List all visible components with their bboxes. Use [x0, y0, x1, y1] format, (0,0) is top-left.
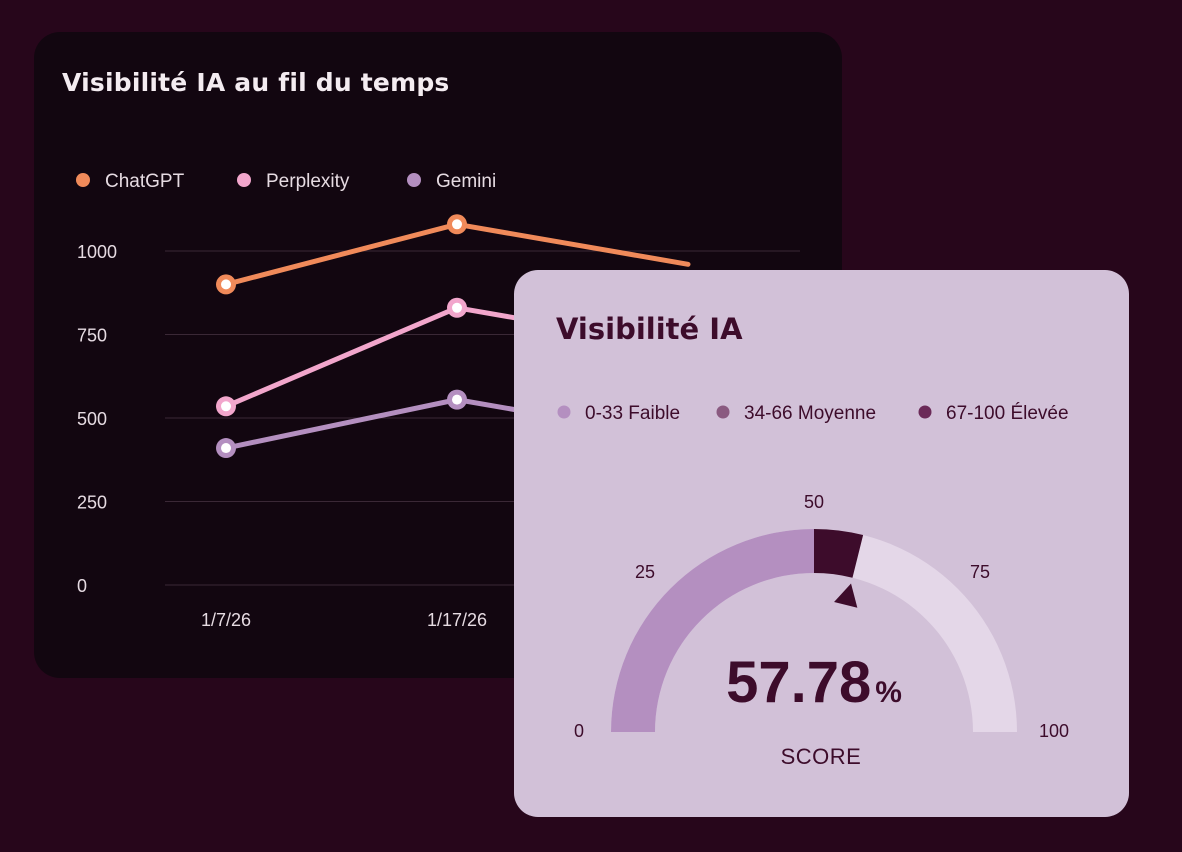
data-point-center [221, 401, 231, 412]
line-chart-title: Visibilité IA au fil du temps [62, 68, 450, 97]
data-point-center [452, 394, 462, 405]
gauge-tick-100: 100 [1039, 721, 1069, 741]
gauge-legend-label: 34-66 Moyenne [744, 403, 876, 424]
gauge-tick-50: 50 [804, 492, 824, 512]
gauge-tick-0: 0 [574, 721, 584, 741]
legend-marker-chatgpt [76, 173, 90, 187]
gauge-legend-marker [918, 405, 932, 419]
gauge-score-segment [814, 529, 864, 578]
y-tick-750: 750 [77, 326, 107, 346]
gauge-fill [611, 529, 814, 732]
score-number: 57.78 [726, 650, 871, 715]
y-tick-500: 500 [77, 409, 107, 429]
data-point-center [221, 443, 231, 454]
gauge-needle [834, 583, 858, 608]
y-tick-1000: 1000 [77, 242, 117, 262]
legend-label-gemini: Gemini [436, 171, 496, 192]
gauge-title: Visibilité IA [556, 312, 743, 346]
gauge-legend-marker [716, 405, 730, 419]
data-point-center [221, 279, 231, 290]
data-point-center [452, 219, 462, 230]
score-label: SCORE [781, 744, 862, 769]
x-tick-label: 1/17/26 [427, 610, 487, 630]
legend-label-perplexity: Perplexity [266, 171, 350, 192]
legend-label-chatgpt: ChatGPT [105, 171, 185, 192]
score-value: 57.78% [726, 650, 902, 715]
data-point-center [452, 302, 462, 313]
gauge-legend-label: 67-100 Élevée [946, 403, 1069, 424]
legend-marker-gemini [407, 173, 421, 187]
legend-marker-perplexity [237, 173, 251, 187]
gauge-card: Visibilité IA 0-33 Faible 34-66 Moyenne 67… [514, 270, 1129, 817]
gauge-legend-label: 0-33 Faible [585, 403, 680, 424]
gauge-chart: 0-33 Faible 34-66 Moyenne 67-100 Élevée 0 2… [557, 403, 1069, 769]
y-tick-250: 250 [77, 493, 107, 513]
gauge-tick-25: 25 [635, 562, 655, 582]
gauge-tick-75: 75 [970, 562, 990, 582]
y-tick-0: 0 [77, 576, 87, 596]
score-unit: % [875, 676, 902, 709]
gauge-legend-marker [557, 405, 571, 419]
x-tick-label: 1/7/26 [201, 610, 251, 630]
